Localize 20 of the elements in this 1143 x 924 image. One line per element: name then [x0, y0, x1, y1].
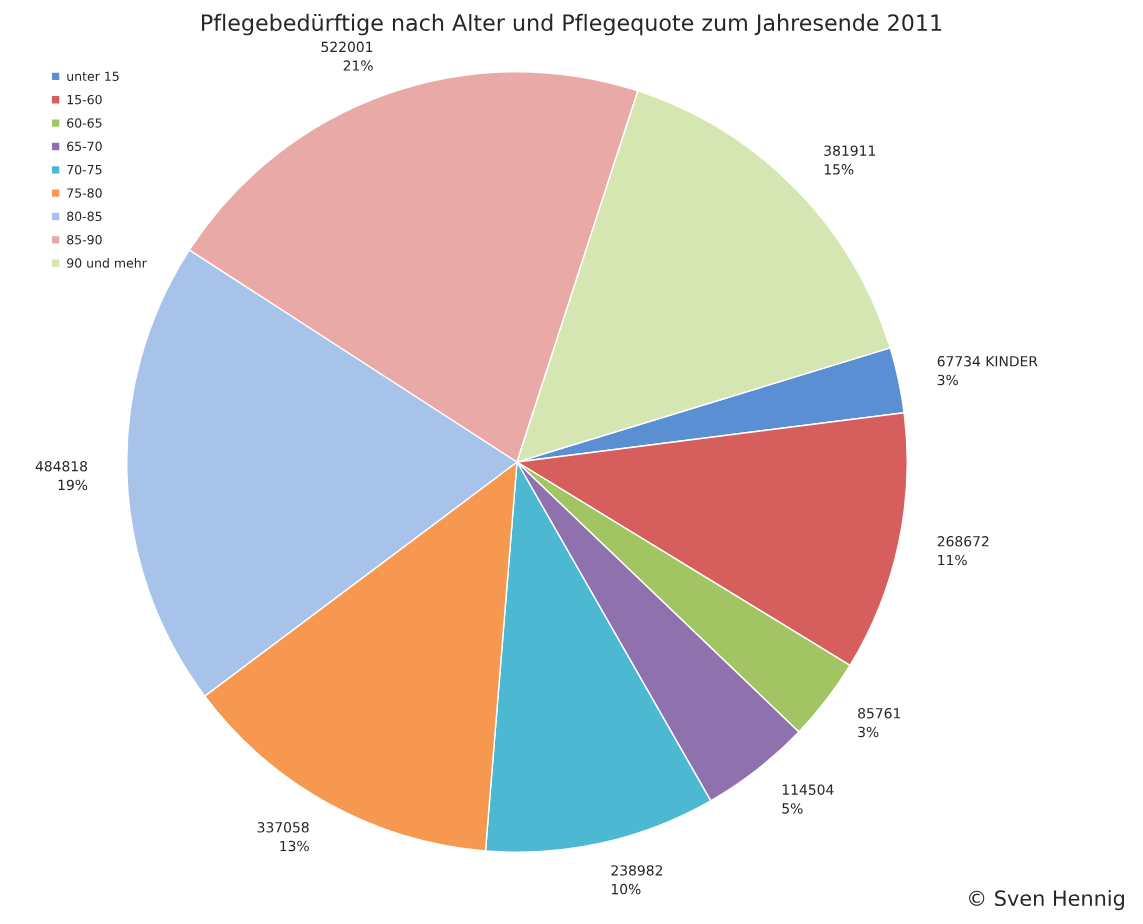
legend-label: 60-65	[67, 118, 102, 128]
data-label: 484818 19%	[35, 460, 88, 491]
chart-title: Pflegebedürftige nach Alter und Pflegequote zum Jahresende 2011	[202, 13, 942, 36]
data-label: 67734 KINDER 3%	[937, 355, 1038, 386]
text: © Sven Hennig	[969, 889, 1124, 911]
data-label: 238982 10%	[611, 865, 663, 895]
legend-label: 65-70	[67, 141, 102, 152]
data-label: 381911 15%	[824, 145, 876, 175]
data-label: 268672 11%	[937, 536, 989, 566]
legend-label: 85-90	[67, 234, 102, 245]
legend-label: 70-75	[67, 164, 102, 175]
legend-label: 80-85	[67, 211, 102, 222]
data-label: 522001 21%	[321, 41, 373, 71]
data-label: 337058 13%	[257, 822, 309, 852]
legend-label: 75-80	[67, 188, 102, 198]
data-label: 114504 5%	[782, 784, 834, 814]
legend-label: 15-60	[67, 94, 102, 105]
legend-label: 90 und mehr	[67, 258, 147, 268]
data-label: 85761 3%	[858, 708, 901, 738]
legend-label: unter 15	[67, 71, 119, 81]
